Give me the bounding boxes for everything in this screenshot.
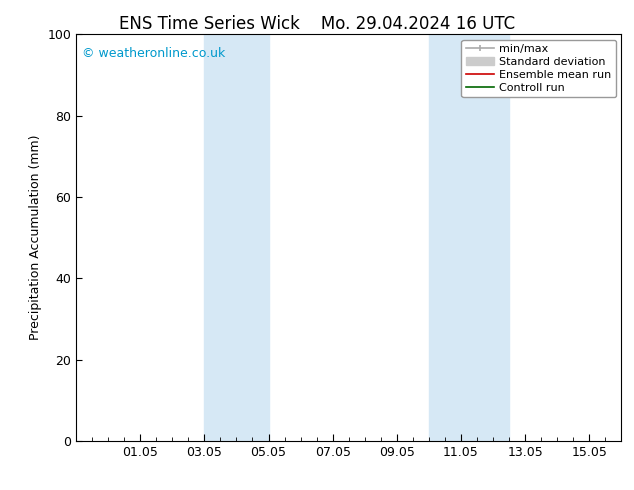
Legend: min/max, Standard deviation, Ensemble mean run, Controll run: min/max, Standard deviation, Ensemble me… [462, 40, 616, 97]
Text: ENS Time Series Wick    Mo. 29.04.2024 16 UTC: ENS Time Series Wick Mo. 29.04.2024 16 U… [119, 15, 515, 33]
Text: © weatheronline.co.uk: © weatheronline.co.uk [82, 47, 225, 59]
Y-axis label: Precipitation Accumulation (mm): Precipitation Accumulation (mm) [29, 135, 42, 341]
Bar [204, 34, 269, 441]
Bar [429, 34, 509, 441]
